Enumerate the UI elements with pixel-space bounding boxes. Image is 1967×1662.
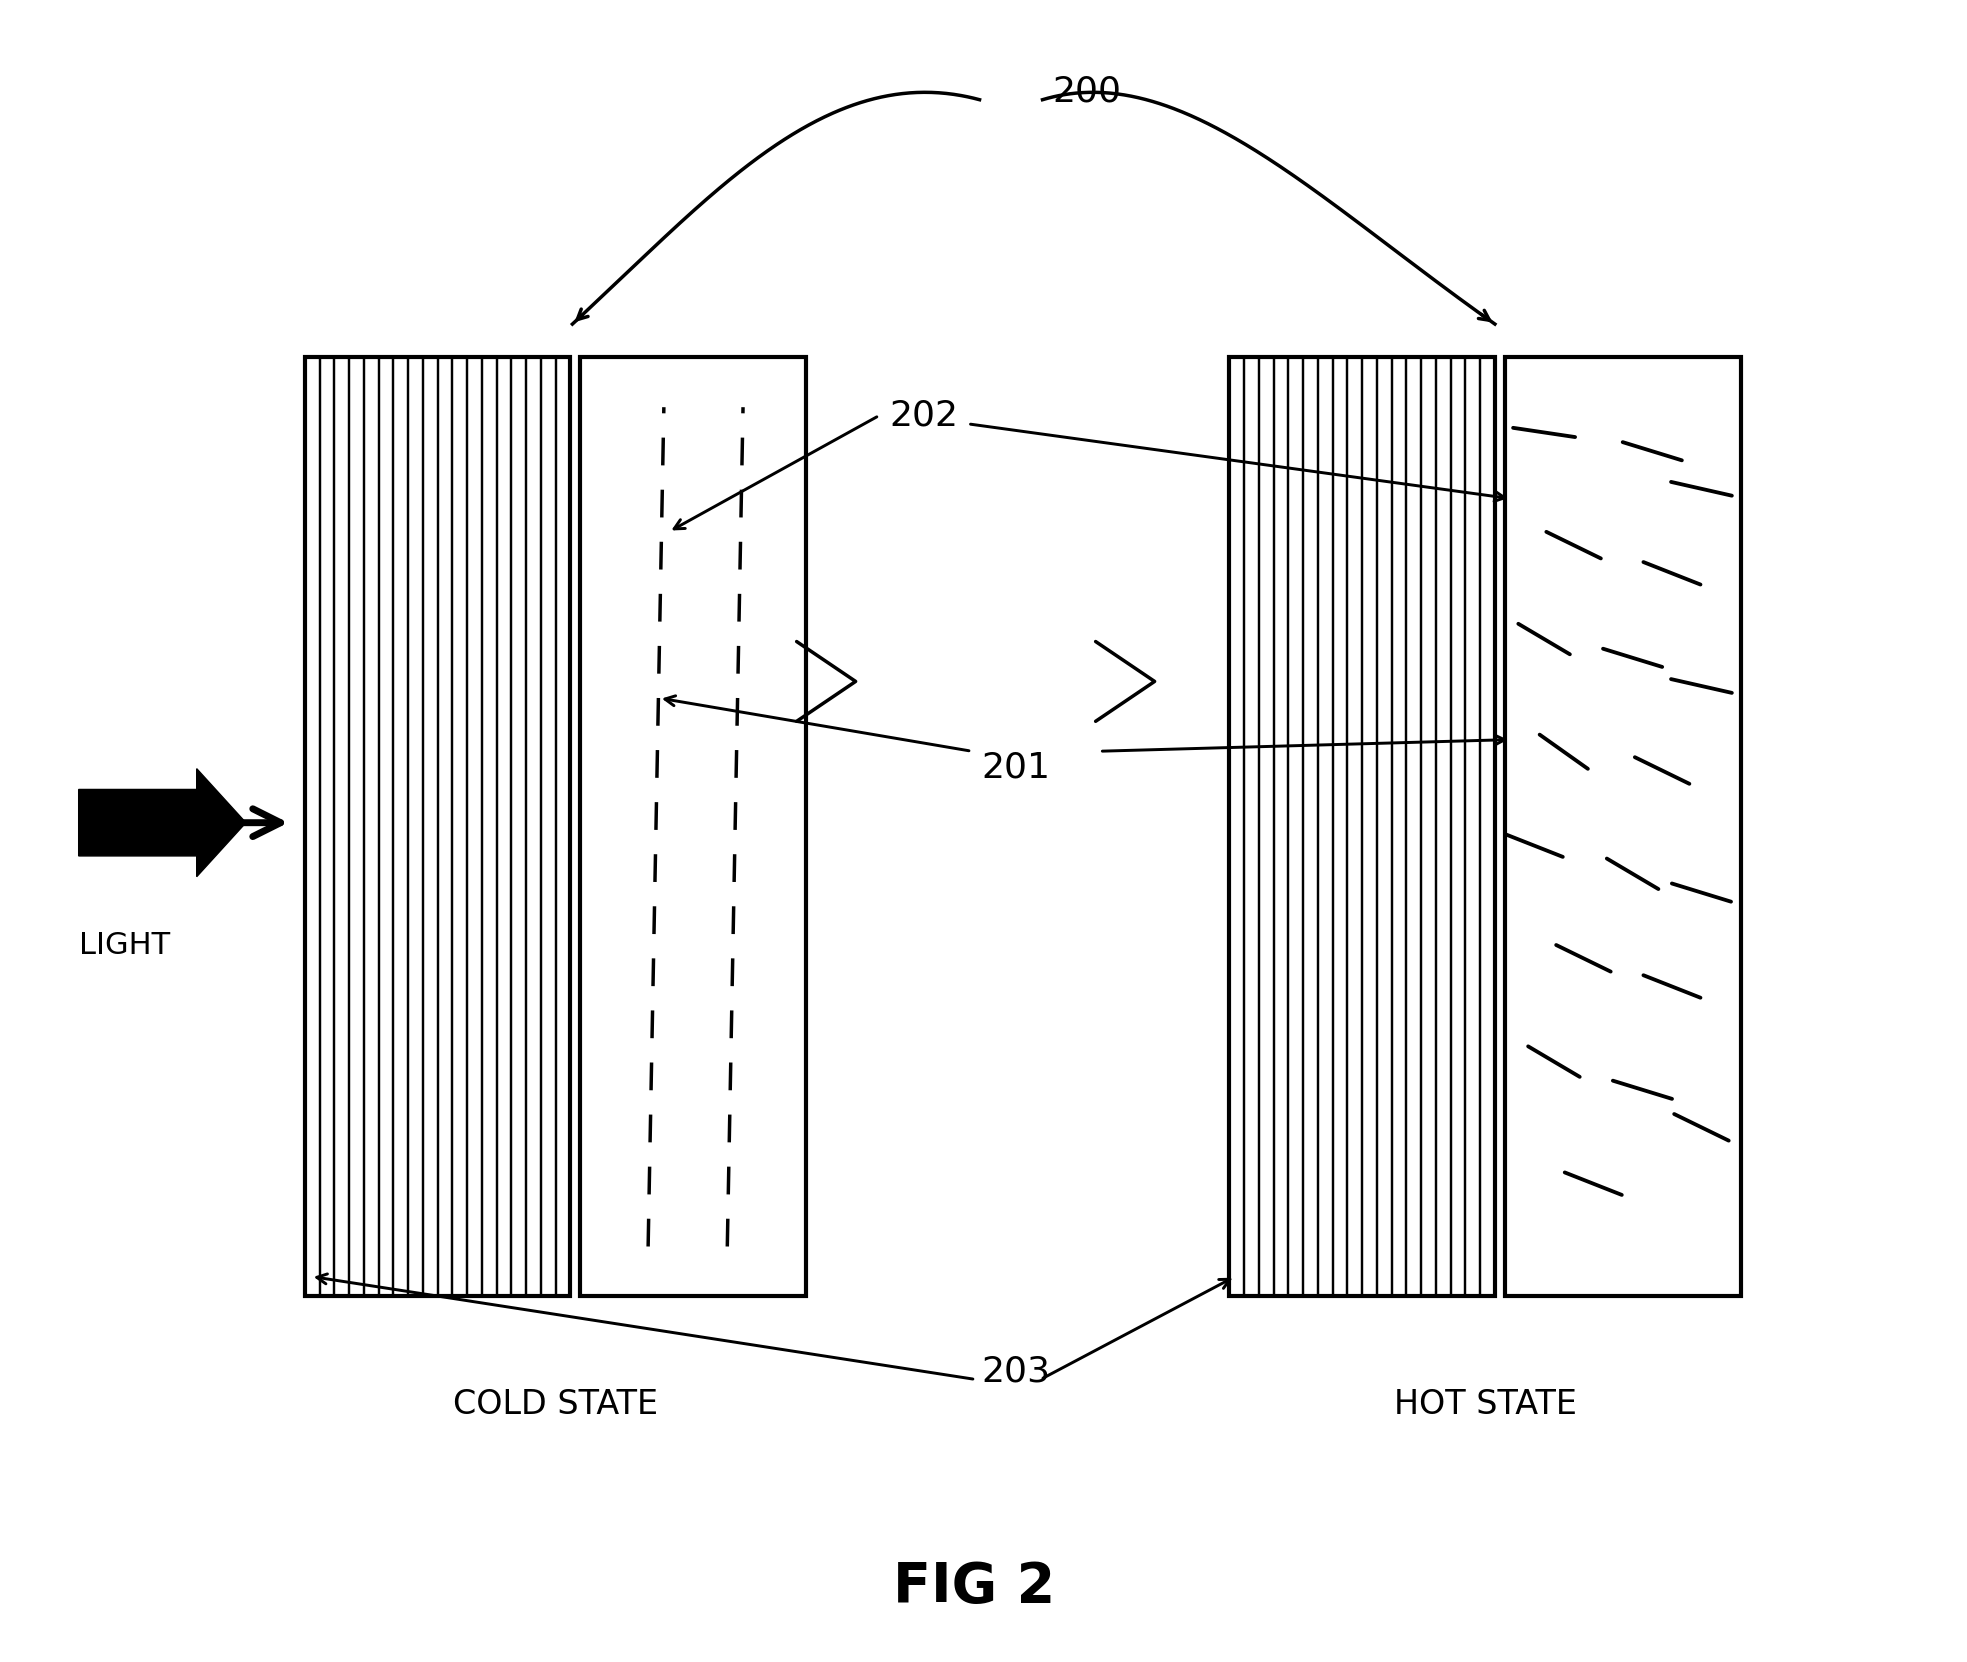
Text: COLD STATE: COLD STATE	[452, 1388, 659, 1421]
FancyArrow shape	[79, 768, 246, 876]
Text: 202: 202	[889, 399, 958, 432]
Text: 203: 203	[982, 1355, 1050, 1388]
Text: FIG 2: FIG 2	[893, 1561, 1054, 1614]
Text: 200: 200	[1052, 75, 1121, 108]
Text: 201: 201	[982, 751, 1050, 784]
Text: HOT STATE: HOT STATE	[1393, 1388, 1578, 1421]
Text: LIGHT: LIGHT	[79, 931, 169, 959]
